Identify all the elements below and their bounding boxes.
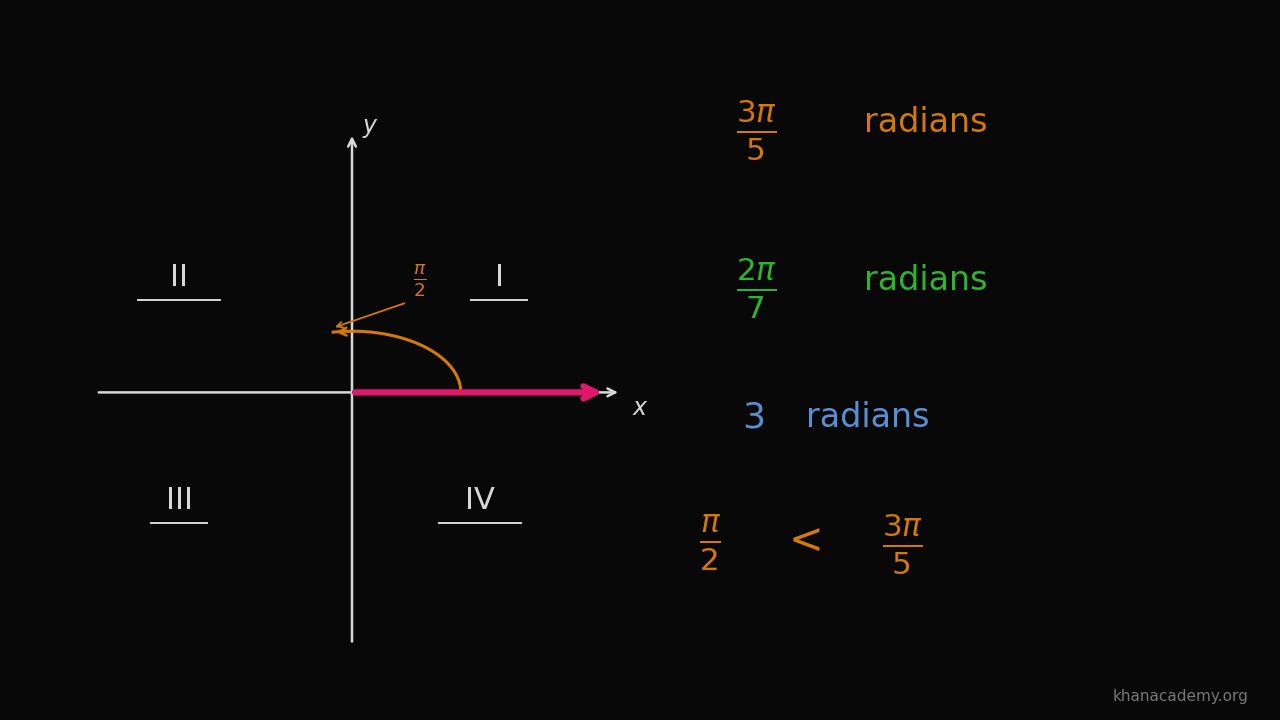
Text: $\frac{\pi}{2}$: $\frac{\pi}{2}$ — [699, 513, 722, 575]
Text: 3: 3 — [742, 400, 765, 435]
Text: $\frac{3\pi}{5}$: $\frac{3\pi}{5}$ — [736, 97, 777, 162]
Text: IV: IV — [465, 486, 495, 515]
Text: radians: radians — [864, 264, 987, 297]
Text: radians: radians — [806, 401, 929, 434]
Text: x: x — [634, 396, 646, 420]
Text: III: III — [165, 486, 193, 515]
Text: khanacademy.org: khanacademy.org — [1112, 689, 1248, 704]
Text: $\frac{3\pi}{5}$: $\frac{3\pi}{5}$ — [882, 511, 923, 576]
Text: y: y — [364, 114, 376, 138]
Text: $\frac{\pi}{2}$: $\frac{\pi}{2}$ — [413, 262, 428, 300]
Text: I: I — [494, 263, 504, 292]
Text: radians: radians — [864, 106, 987, 139]
Text: $<$: $<$ — [780, 519, 820, 561]
Text: $\frac{2\pi}{7}$: $\frac{2\pi}{7}$ — [736, 256, 777, 320]
Text: II: II — [170, 263, 188, 292]
